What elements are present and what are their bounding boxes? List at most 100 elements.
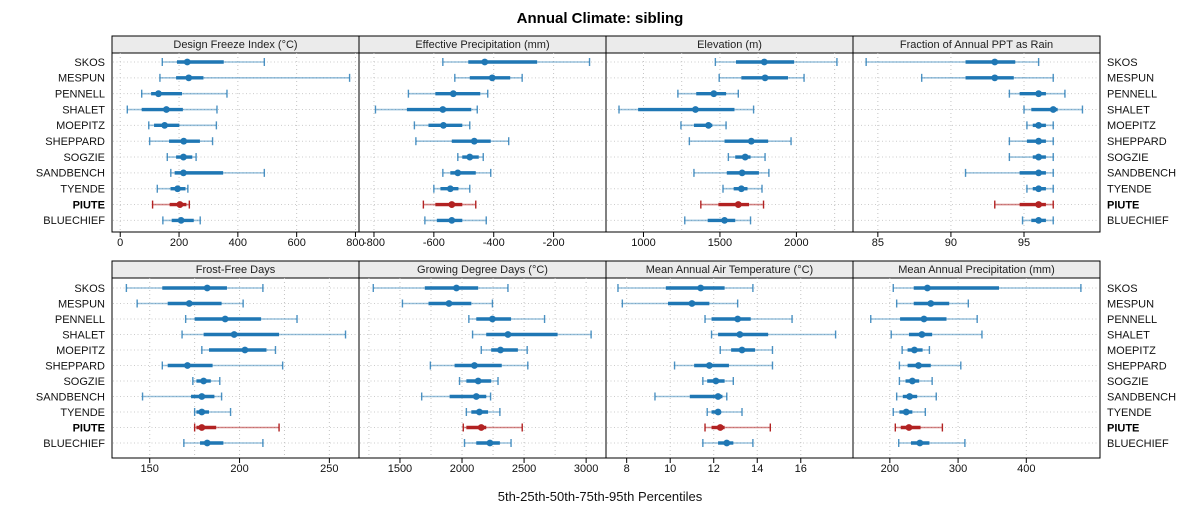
- median-dot: [734, 201, 742, 208]
- percentile-row-sheppard: [161, 361, 284, 370]
- median-dot: [916, 439, 924, 447]
- percentile-row-moepitz: [901, 346, 931, 354]
- percentile-row-bluechief: [684, 216, 752, 225]
- site-label-right-moepitz: MOEPITZ: [1107, 120, 1156, 132]
- axis-tick-label: 14: [751, 463, 763, 475]
- site-label-right-pennell: PENNELL: [1107, 88, 1157, 100]
- site-label-left-shalet: SHALET: [62, 104, 105, 116]
- percentile-row-bluechief: [1021, 216, 1054, 225]
- percentile-row-mespun: [920, 73, 1054, 82]
- median-dot: [927, 300, 935, 307]
- percentile-row-skos: [372, 284, 509, 292]
- median-dot: [1035, 217, 1043, 224]
- percentile-row-tyende: [1026, 184, 1054, 193]
- percentile-row-mespun: [718, 73, 805, 82]
- median-dot: [446, 185, 454, 193]
- panel-header-label: Frost-Free Days: [196, 264, 276, 276]
- panel-elevation-m: Elevation (m) 1000 1500 2000: [605, 35, 854, 249]
- site-label-right-sandbench: SANDBENCH: [1107, 168, 1176, 180]
- percentile-row-moepitz: [413, 121, 471, 130]
- median-dot: [439, 106, 447, 113]
- median-dot: [486, 439, 494, 447]
- median-dot: [180, 137, 188, 145]
- site-label-right-bluechief: BLUECHIEF: [1107, 438, 1169, 450]
- site-label-left-piute: PIUTE: [73, 422, 105, 434]
- site-label-right-sogzie: SOGZIE: [1107, 152, 1149, 164]
- median-dot: [737, 185, 745, 193]
- site-label-right-pennell: PENNELL: [1107, 314, 1157, 326]
- percentile-row-sogzie: [458, 377, 499, 385]
- axis-tick-label: 200: [881, 463, 899, 475]
- site-label-right-tyende: TYENDE: [1107, 184, 1152, 196]
- median-dot: [741, 153, 749, 161]
- percentile-row-bluechief: [898, 439, 966, 447]
- median-dot: [471, 362, 478, 369]
- median-dot: [1035, 169, 1043, 177]
- axis-tick-label: -800: [363, 237, 385, 249]
- percentile-row-pennell: [704, 315, 793, 323]
- percentile-row-sandbench: [170, 168, 266, 177]
- percentile-row-moepitz: [480, 346, 528, 354]
- median-dot: [180, 153, 187, 161]
- median-dot: [477, 424, 485, 431]
- median-dot: [474, 377, 482, 385]
- median-dot: [466, 153, 474, 161]
- site-label-right-moepitz: MOEPITZ: [1107, 345, 1156, 357]
- panel-fraction-of-annual-ppt-as-rain: Fraction of Annual PPT as Rain 85 90 95: [852, 35, 1101, 249]
- median-dot: [705, 362, 713, 369]
- percentile-row-sandbench: [895, 392, 937, 401]
- percentile-row-sheppard: [898, 361, 962, 370]
- axis-tick-label: 0: [117, 237, 123, 249]
- axis-tick-label: 2000: [450, 463, 474, 475]
- percentile-row-sogzie: [457, 153, 484, 162]
- median-dot: [488, 74, 496, 82]
- percentile-row-sheppard: [415, 137, 510, 146]
- percentile-row-piute: [462, 423, 523, 432]
- axis-tick-label: 600: [287, 237, 305, 249]
- median-dot: [481, 58, 489, 66]
- axis-tick-label: 10: [664, 463, 676, 475]
- median-dot: [453, 284, 460, 292]
- median-dot: [470, 137, 478, 145]
- median-dot: [1049, 106, 1057, 113]
- percentile-row-sandbench: [693, 168, 770, 177]
- percentile-row-tyende: [465, 408, 501, 416]
- axis-tick-label: 8: [624, 463, 630, 475]
- percentile-row-piute: [193, 423, 280, 432]
- panel-plot-area: [358, 277, 607, 459]
- median-dot: [1035, 137, 1043, 145]
- site-label-left-moepitz: MOEPITZ: [56, 120, 105, 132]
- site-label-left-sogzie: SOGZIE: [63, 376, 105, 388]
- axis-tick-label: 95: [1018, 237, 1030, 249]
- site-label-left-tyende: TYENDE: [60, 184, 105, 196]
- axis-tick-label: 250: [320, 463, 338, 475]
- median-dot: [760, 58, 768, 66]
- median-dot: [449, 90, 457, 98]
- percentile-row-sogzie: [727, 153, 766, 162]
- median-dot: [712, 377, 720, 385]
- site-label-right-sogzie: SOGZIE: [1107, 376, 1149, 388]
- percentile-row-sheppard: [1008, 137, 1054, 146]
- median-dot: [710, 90, 718, 98]
- median-dot: [716, 424, 724, 431]
- panel-header-label: Design Freeze Index (°C): [173, 39, 297, 51]
- site-label-right-shalet: SHALET: [1107, 329, 1150, 341]
- percentile-row-shalet: [181, 330, 347, 339]
- panel-mean-annual-air-temperature-c: Mean Annual Air Temperature (°C) 8 10 12 14 1…: [605, 260, 854, 475]
- percentile-row-sandbench: [964, 168, 1054, 177]
- panel-header-label: Mean Annual Precipitation (mm): [898, 264, 1055, 276]
- percentile-row-piute: [994, 200, 1054, 209]
- panel-design-freeze-index-c: Design Freeze Index (°C) 0 200 400 600 800: [111, 35, 365, 249]
- median-dot: [692, 106, 699, 113]
- site-label-left-sandbench: SANDBENCH: [36, 391, 105, 403]
- median-dot: [991, 74, 999, 82]
- percentile-row-shalet: [471, 330, 592, 339]
- panel-header-label: Elevation (m): [697, 39, 762, 51]
- median-dot: [908, 377, 916, 385]
- site-label-left-pennell: PENNELL: [55, 88, 105, 100]
- site-label-right-mespun: MESPUN: [1107, 298, 1154, 310]
- median-dot: [185, 300, 193, 307]
- percentile-row-moepitz: [719, 346, 774, 354]
- percentile-row-sandbench: [141, 392, 223, 401]
